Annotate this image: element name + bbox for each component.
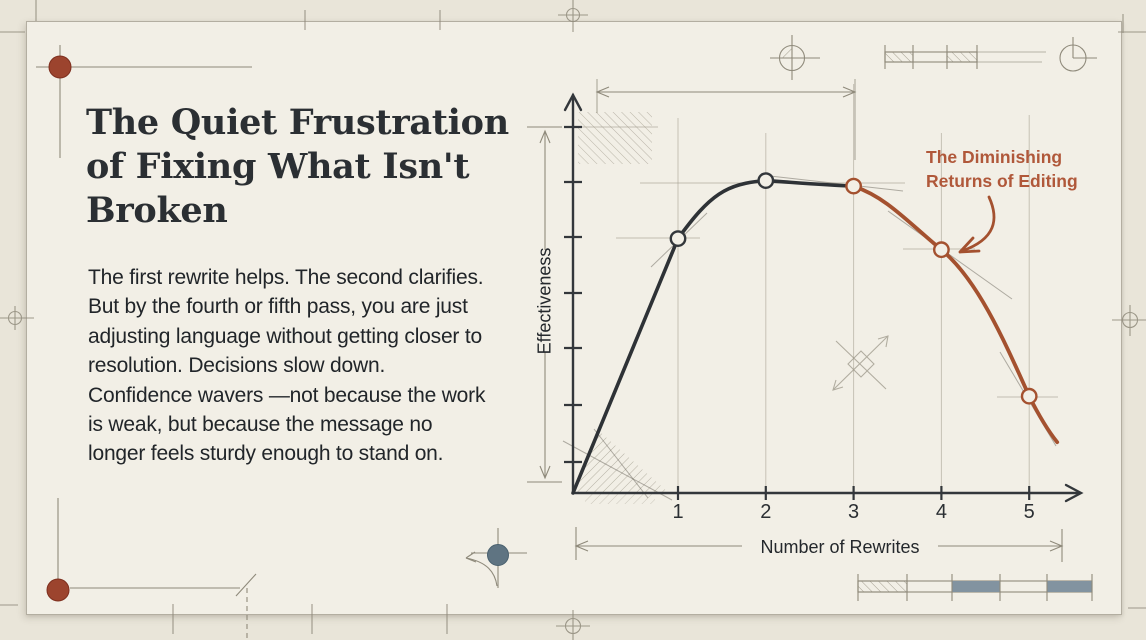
x-axis-ticks <box>676 486 1031 500</box>
hatch-region-top-left <box>578 112 652 164</box>
body-paragraph: The first rewrite helps. The second clar… <box>88 266 486 466</box>
x-axis <box>571 483 1084 503</box>
data-point-rewrite-4 <box>933 241 950 259</box>
dimension-line-top <box>595 79 857 160</box>
y-axis-label: Effectiveness <box>534 247 555 355</box>
scale-bar-top-right-icon <box>884 45 1046 69</box>
data-point-rewrite-3 <box>845 177 862 195</box>
dimension-line-left <box>527 126 562 483</box>
rust-dot-top-left-icon <box>36 45 252 158</box>
annotation-line-1: The Diminishing <box>926 147 1063 167</box>
x-tick-label-5: 5 <box>1023 501 1035 523</box>
registration-mark-right-icon <box>1112 305 1146 336</box>
dimension-line-bottom <box>574 527 1064 562</box>
page-title: The Quiet Frustration of Fixing What Isn… <box>86 101 566 233</box>
title-line-3: Broken <box>86 190 228 231</box>
slate-dot-icon <box>465 528 527 588</box>
hatch-region-origin <box>562 428 673 504</box>
crossed-arrows-sketch-icon <box>832 335 889 391</box>
section-symbol-icon <box>770 35 820 80</box>
registration-mark-left-icon <box>0 306 34 330</box>
y-axis-ticks <box>564 125 582 464</box>
x-tick-label-1: 1 <box>672 501 684 523</box>
chart <box>527 79 1084 562</box>
x-tick-label-2: 2 <box>760 501 772 523</box>
vertical-gridlines <box>677 84 1030 491</box>
x-tick-label-4: 4 <box>935 501 947 523</box>
registration-mark-bottom-icon <box>556 610 590 640</box>
scale-bar-bottom-right-icon <box>857 574 1093 601</box>
annotation-arrow-icon <box>958 195 996 254</box>
x-tick-label-3: 3 <box>848 501 860 523</box>
y-axis <box>563 92 583 495</box>
annotation-line-2: Returns of Editing <box>926 171 1078 191</box>
data-point-rewrite-1 <box>669 230 687 248</box>
chart-annotation: The Diminishing Returns of Editing <box>926 145 1106 193</box>
title-line-2: of Fixing What Isn't <box>86 146 470 187</box>
effectiveness-curve-declining <box>851 184 1060 445</box>
rust-dot-bottom-left-icon <box>46 498 257 640</box>
title-line-1: The Quiet Frustration <box>86 102 509 143</box>
data-point-markers <box>669 172 1038 405</box>
data-point-rewrite-5 <box>1020 387 1038 405</box>
registration-mark-top-icon <box>558 0 588 32</box>
data-point-rewrite-2 <box>757 172 775 190</box>
x-axis-label: Number of Rewrites <box>750 537 930 558</box>
clock-circle-icon <box>1059 37 1097 72</box>
